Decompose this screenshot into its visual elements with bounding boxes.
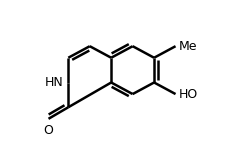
Text: HO: HO	[179, 88, 198, 100]
Text: HN: HN	[45, 76, 63, 89]
Text: O: O	[44, 124, 53, 137]
Text: Me: Me	[179, 40, 197, 53]
